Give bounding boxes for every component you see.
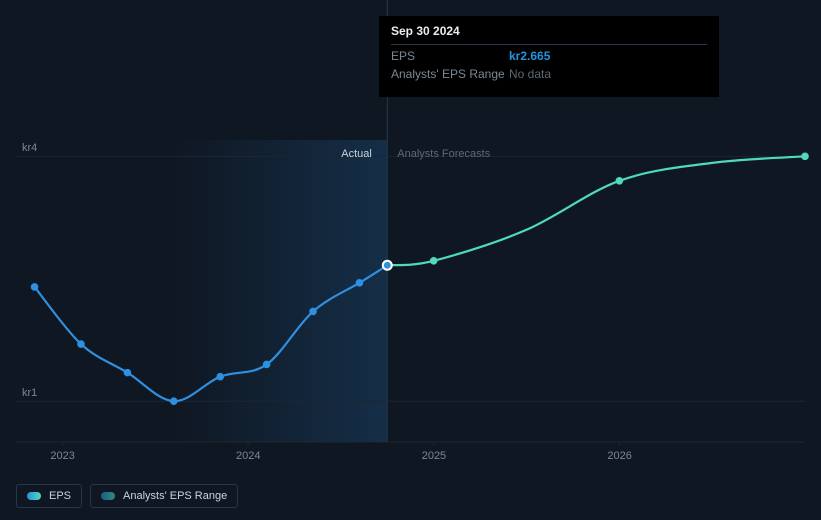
tooltip-label: EPS [391, 49, 509, 63]
legend-label: EPS [49, 490, 71, 502]
y-tick-label: kr4 [22, 142, 37, 154]
y-tick-label: kr1 [22, 387, 37, 399]
hover-tooltip: Sep 30 2024 EPS kr2.665 Analysts' EPS Ra… [379, 16, 719, 97]
tooltip-row: Analysts' EPS Range No data [391, 63, 707, 81]
eps-chart: kr4 kr1 2023 2024 2025 2026 Actual Analy… [0, 0, 821, 520]
x-tick-label: 2024 [236, 450, 260, 462]
tooltip-date: Sep 30 2024 [391, 24, 707, 45]
tooltip-value: No data [509, 67, 551, 81]
forecast-section-label: Analysts Forecasts [397, 148, 490, 160]
tooltip-label: Analysts' EPS Range [391, 67, 509, 81]
legend: EPS Analysts' EPS Range [16, 484, 238, 508]
tooltip-value: kr2.665 [509, 49, 550, 63]
legend-swatch-icon [27, 492, 41, 500]
legend-item-range[interactable]: Analysts' EPS Range [90, 484, 238, 508]
legend-item-eps[interactable]: EPS [16, 484, 82, 508]
tooltip-row: EPS kr2.665 [391, 45, 707, 63]
actual-section-label: Actual [341, 148, 372, 160]
legend-swatch-icon [101, 492, 115, 500]
x-tick-label: 2026 [607, 450, 631, 462]
x-tick-label: 2023 [50, 450, 74, 462]
legend-label: Analysts' EPS Range [123, 490, 227, 502]
x-tick-label: 2025 [422, 450, 446, 462]
